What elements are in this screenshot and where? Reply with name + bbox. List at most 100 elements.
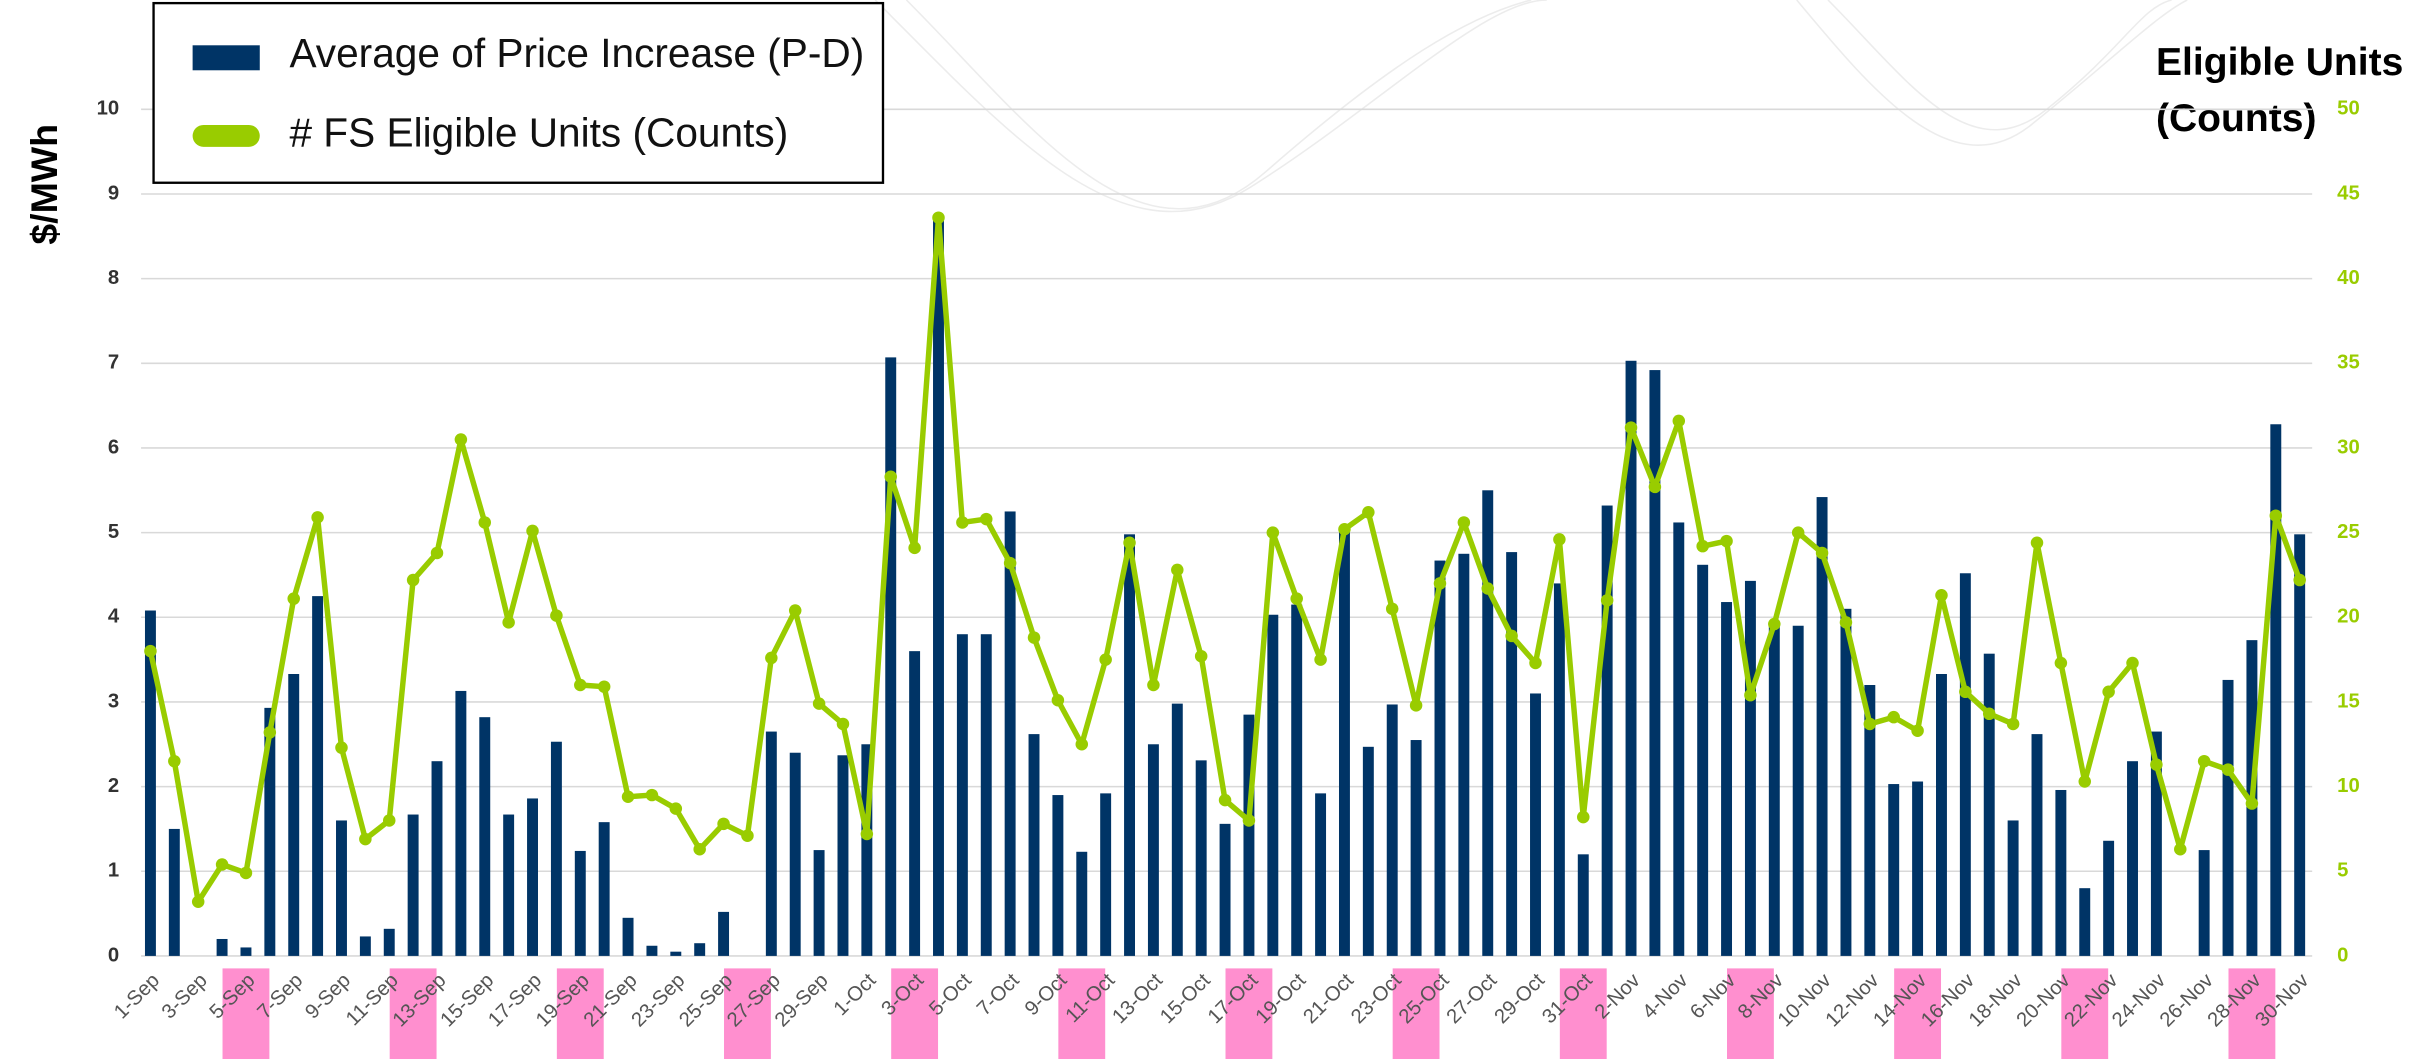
line-point	[2126, 657, 2138, 669]
bar	[694, 943, 705, 956]
bar	[1387, 704, 1398, 955]
line-point	[2270, 509, 2282, 521]
line-point	[1434, 577, 1446, 589]
bar	[2127, 761, 2138, 956]
line-point	[1481, 582, 1493, 594]
line-point	[359, 833, 371, 845]
legend-label: # FS Eligible Units (Counts)	[289, 110, 788, 156]
y-tick-label: 0	[108, 944, 119, 966]
line-point	[455, 433, 467, 445]
line-point	[1195, 650, 1207, 662]
y2-tick-label: 25	[2337, 521, 2360, 543]
bar	[1052, 795, 1063, 956]
line-point	[335, 741, 347, 753]
line-point	[1768, 618, 1780, 630]
line-point	[1744, 689, 1756, 701]
line-point	[980, 513, 992, 525]
line-point	[1028, 631, 1040, 643]
y-tick-label: 9	[108, 182, 119, 204]
chart: $/MWh Eligible Units (Counts) 0123456789…	[0, 0, 2422, 1059]
y2-tick-label: 15	[2337, 690, 2360, 712]
line-point	[2150, 758, 2162, 770]
bar	[1745, 581, 1756, 956]
y2-tick-label: 30	[2337, 436, 2360, 458]
bar	[527, 798, 538, 955]
y2-tick-label: 0	[2337, 944, 2348, 966]
line-point	[2174, 843, 2186, 855]
y2-tick-label: 40	[2337, 267, 2360, 289]
x-tick-label: 15-Sep	[436, 970, 498, 1032]
bar	[646, 946, 657, 956]
line-point	[1290, 592, 1302, 604]
bar	[1458, 554, 1469, 956]
line-point	[2055, 657, 2067, 669]
bar	[670, 952, 681, 956]
bar	[1578, 854, 1589, 956]
line-point	[1840, 616, 1852, 628]
bar	[1339, 527, 1350, 956]
line-point	[1458, 516, 1470, 528]
bar	[1100, 793, 1111, 956]
bar	[2223, 680, 2234, 956]
line-point	[1577, 811, 1589, 823]
legend: Average of Price Increase (P-D) # FS Elig…	[154, 3, 883, 183]
y-tick-label: 4	[108, 606, 120, 628]
line-point	[216, 858, 228, 870]
line-point	[1123, 537, 1135, 549]
bar	[2199, 850, 2210, 956]
bar	[981, 634, 992, 956]
line-point	[670, 802, 682, 814]
line-point	[1887, 711, 1899, 723]
line-point	[407, 574, 419, 586]
bar	[455, 691, 466, 956]
bar	[933, 219, 944, 956]
bar	[1267, 615, 1278, 956]
line-point	[837, 718, 849, 730]
line-point	[144, 645, 156, 657]
line-point	[1267, 526, 1279, 538]
y-tick-label: 3	[108, 690, 119, 712]
line-point	[789, 604, 801, 616]
x-tick-label: 15-Oct	[1156, 969, 1215, 1028]
line-point	[574, 679, 586, 691]
bar	[360, 936, 371, 955]
bar	[1888, 784, 1899, 956]
bar	[814, 850, 825, 956]
bar	[240, 947, 251, 955]
bar	[2294, 534, 2305, 956]
bar	[1435, 561, 1446, 956]
line-point	[383, 814, 395, 826]
line-point	[168, 755, 180, 767]
y2-axis-title-box: Eligible Units (Counts)	[2156, 34, 2422, 159]
bar	[1793, 626, 1804, 956]
line-point	[1362, 506, 1374, 518]
line-point	[1816, 547, 1828, 559]
bar	[169, 829, 180, 956]
bar	[1673, 522, 1684, 955]
bar	[1530, 693, 1541, 955]
line-point	[1625, 421, 1637, 433]
x-tick-label: 3-Sep	[158, 970, 212, 1024]
x-tick-label: 29-Sep	[771, 970, 833, 1032]
bar	[1315, 793, 1326, 956]
line-point	[550, 609, 562, 621]
x-tick-label: 1-Sep	[110, 970, 164, 1024]
line-point	[1052, 694, 1064, 706]
bar	[909, 651, 920, 956]
line-point	[813, 697, 825, 709]
x-tick-label: 21-Oct	[1299, 969, 1358, 1028]
y-tick-label: 2	[108, 775, 119, 797]
line-point	[1673, 415, 1685, 427]
bar	[790, 753, 801, 956]
line-point	[765, 652, 777, 664]
bar	[766, 732, 777, 956]
line-point	[2031, 537, 2043, 549]
legend-label: Average of Price Increase (P-D)	[289, 30, 864, 76]
bar	[217, 939, 228, 956]
line-point	[2246, 797, 2258, 809]
bar	[599, 822, 610, 956]
y-tick-label: 5	[108, 521, 119, 543]
background-waves	[875, 0, 2187, 212]
line-point	[956, 516, 968, 528]
line-point	[2007, 718, 2019, 730]
